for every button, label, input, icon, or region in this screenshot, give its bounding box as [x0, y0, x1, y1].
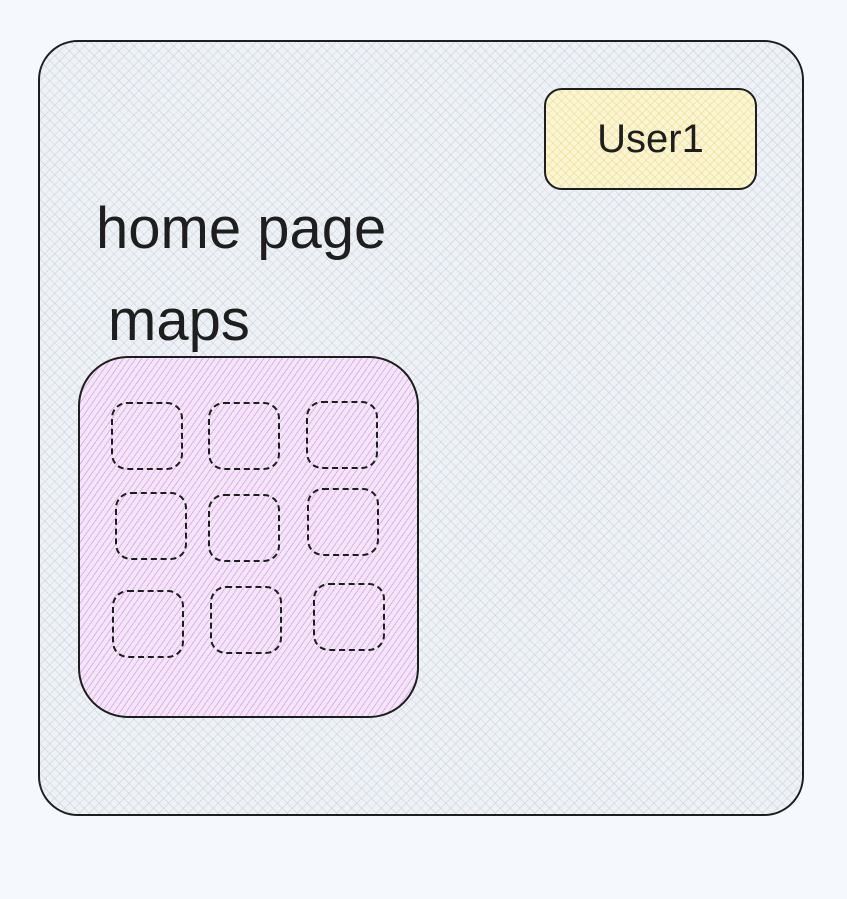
page-title: home page: [96, 196, 387, 261]
map-tile[interactable]: [112, 590, 184, 658]
user-badge-button[interactable]: User1: [544, 88, 757, 190]
map-tile[interactable]: [306, 401, 378, 469]
map-tile[interactable]: [111, 402, 183, 470]
map-tile[interactable]: [307, 488, 379, 556]
user-label: User1: [597, 116, 704, 161]
map-tile[interactable]: [313, 583, 385, 651]
map-tile[interactable]: [115, 492, 187, 560]
map-tile[interactable]: [208, 402, 280, 470]
map-tile[interactable]: [208, 494, 280, 562]
map-tile[interactable]: [210, 586, 282, 654]
maps-section-label: maps: [108, 288, 250, 353]
